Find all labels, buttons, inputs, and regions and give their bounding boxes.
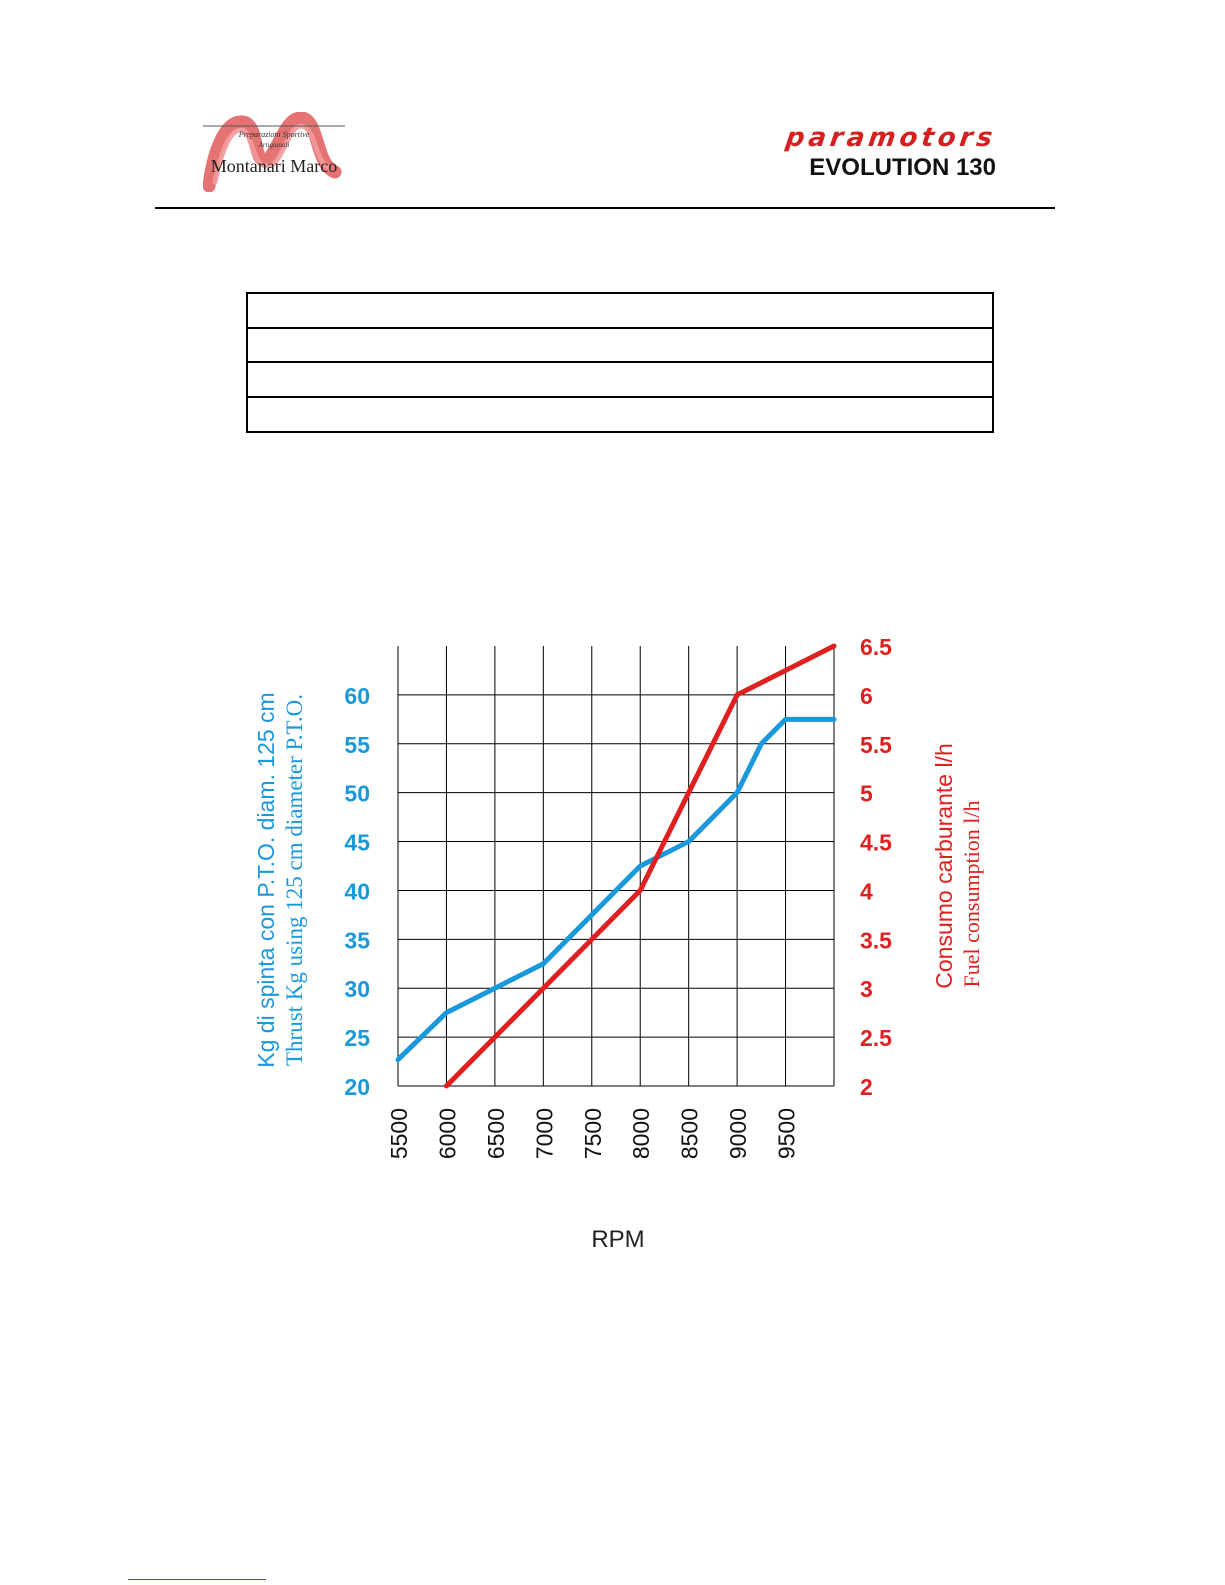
y-right-label-line2: Fuel consumption l/h (959, 801, 984, 988)
x-tick-label: 6000 (434, 1108, 460, 1159)
thrust-series-line (395, 716, 837, 1063)
x-axis-label: RPM (591, 1226, 644, 1253)
x-tick-label: 9000 (725, 1108, 751, 1159)
table-row (248, 294, 992, 329)
logo-name: Montanari Marco (210, 156, 338, 176)
logo-subtitle: Preparazioni Sportive (238, 130, 310, 139)
y-left-tick-label: 55 (344, 732, 370, 758)
y-left-tick-label: 40 (344, 878, 370, 904)
fuel-series-line (443, 643, 837, 1089)
x-tick-label: 8500 (677, 1108, 703, 1159)
logo-subtitle-2: Artigianali (258, 141, 290, 149)
y-right-tick-label: 6.5 (860, 634, 892, 660)
brand-block: paramotors EVOLUTION 130 (784, 123, 998, 182)
chart-ticks: 20 25 30 35 40 45 50 55 60 2 2.5 3 3.5 4 4.5 5 5.5 6 6.5 55… (344, 634, 892, 1159)
y-left-tick-label: 35 (344, 927, 370, 953)
y-left-tick-label: 50 (344, 781, 370, 807)
m-monogram-icon (203, 112, 345, 192)
x-tick-label: 7500 (580, 1108, 606, 1159)
y-right-tick-label: 4.5 (860, 830, 892, 856)
chart-grid (397, 646, 835, 1087)
model-name: EVOLUTION 130 (809, 154, 996, 181)
y-left-label-line2: Thrust Kg using 125 cm diameter P.T.O. (282, 694, 307, 1066)
y-left-tick-label: 30 (344, 976, 370, 1002)
header-divider (155, 207, 1055, 209)
y-left-label-line1: Kg di spinta con P.T.O. diam. 125 cm (253, 692, 279, 1067)
y-right-tick-label: 2 (860, 1074, 873, 1100)
y-left-tick-label: 60 (344, 683, 370, 709)
y-right-tick-label: 2.5 (860, 1025, 892, 1051)
y-right-tick-label: 3.5 (860, 927, 892, 953)
y-left-tick-label: 25 (344, 1025, 370, 1051)
y-right-tick-label: 5.5 (860, 732, 892, 758)
y-left-tick-label: 20 (344, 1074, 370, 1100)
x-tick-label: 5500 (386, 1108, 412, 1159)
y-right-tick-label: 5 (860, 781, 873, 807)
y-right-label-line1: Consumo carburante l/h (931, 743, 957, 988)
x-tick-label: 9500 (774, 1108, 800, 1159)
x-tick-label: 7000 (531, 1108, 557, 1159)
table-row (248, 329, 992, 363)
table-row (248, 363, 992, 398)
x-tick-label: 8000 (628, 1108, 654, 1159)
montanari-marco-logo: Preparazioni Sportive Artigianali Montan… (203, 112, 345, 192)
x-tick-label: 6500 (483, 1108, 509, 1159)
y-right-tick-label: 6 (860, 683, 873, 709)
footer-link-underline (128, 1579, 266, 1580)
chart-series (395, 643, 837, 1089)
y-left-tick-label: 45 (344, 830, 370, 856)
spec-table (246, 292, 994, 433)
y-right-tick-label: 4 (860, 878, 873, 904)
y-right-tick-label: 3 (860, 976, 873, 1002)
